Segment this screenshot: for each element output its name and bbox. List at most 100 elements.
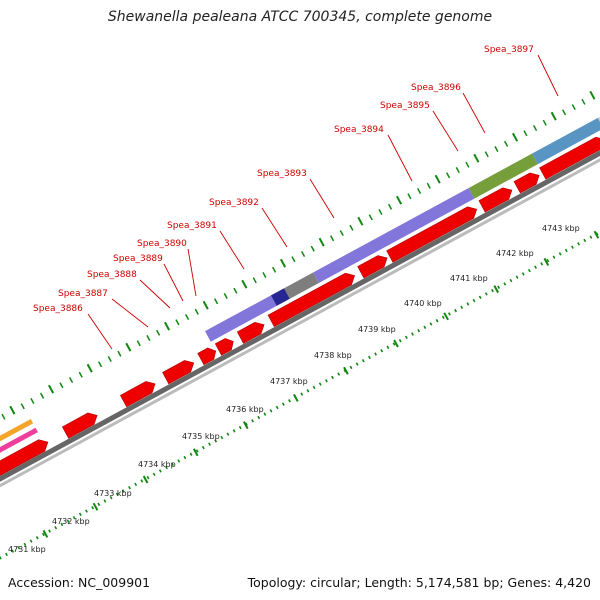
kbp-label: 4740 kbp (404, 299, 442, 308)
ruler-dot (423, 325, 427, 330)
ruler-dot (78, 512, 82, 517)
ruler-dot (263, 412, 267, 416)
cds-arrow (61, 412, 98, 439)
ruler-dot (48, 529, 51, 533)
ruler-dot (534, 265, 537, 269)
outer-tick (581, 98, 586, 105)
ruler-dot (429, 322, 433, 326)
cog-feature-bar (205, 295, 277, 342)
gene-leader-line (462, 92, 486, 134)
outer-tick (213, 298, 219, 305)
outer-tick (339, 230, 344, 237)
ruler-dot (484, 292, 488, 296)
ruler-major-tick (192, 448, 199, 457)
ruler-major-tick (443, 312, 449, 321)
cog-feature-bar (531, 117, 600, 165)
ruler-major-tick (493, 285, 500, 294)
ruler-major-tick (543, 257, 550, 266)
ruler-dot (152, 472, 156, 476)
outer-tick (271, 266, 277, 273)
ruler-dot (269, 409, 273, 413)
outer-tick (107, 356, 112, 362)
outer-tick (223, 293, 228, 300)
outer-tick (562, 109, 567, 116)
ruler-dot (121, 489, 125, 493)
cds-arrow (0, 439, 49, 489)
gene-label[interactable]: Spea_3889 (113, 254, 163, 264)
ruler-dot (66, 519, 70, 523)
ruler-dot (558, 252, 562, 256)
ruler-dot (165, 465, 168, 470)
ruler-dot (491, 288, 494, 293)
outer-tick (396, 195, 403, 205)
ruler-dot (466, 302, 470, 306)
cog-feature-bar (284, 272, 319, 299)
outer-tick (473, 153, 480, 163)
outer-tick (542, 119, 547, 126)
ruler-dot (146, 475, 150, 480)
outer-tick (571, 104, 576, 111)
ruler-dot (404, 335, 408, 340)
accession-text: Accession: NC_009901 (8, 575, 151, 590)
ruler-dot (232, 429, 236, 433)
gene-leader-line (219, 230, 245, 270)
outer-tick (1, 413, 6, 420)
gene-label[interactable]: Spea_3896 (411, 83, 461, 93)
ruler-dot (435, 318, 439, 323)
outer-tick (233, 287, 238, 294)
ruler-dot (60, 522, 64, 527)
outer-tick (329, 235, 335, 242)
gene-label[interactable]: Spea_3894 (334, 125, 384, 135)
cog-feature-bar (0, 418, 34, 472)
outer-tick (59, 382, 64, 389)
ruler-dot (564, 248, 568, 253)
ruler-dot (521, 272, 525, 276)
ruler-dot (91, 505, 95, 510)
ruler-dot (183, 455, 187, 460)
ruler-major-tick (293, 393, 299, 402)
gene-label[interactable]: Spea_3897 (484, 45, 534, 55)
ruler-dot (103, 499, 107, 503)
ruler-dot (115, 492, 119, 497)
cds-arrow (513, 172, 540, 194)
ruler-dot (128, 485, 131, 490)
outer-tick (136, 340, 141, 347)
ruler-dot (85, 509, 88, 513)
outer-tick (434, 174, 441, 184)
outer-tick (378, 209, 383, 216)
gene-label[interactable]: Spea_3891 (167, 221, 217, 231)
outer-tick (48, 384, 55, 394)
gene-label[interactable]: Spea_3895 (380, 101, 430, 111)
ruler-dot (527, 268, 531, 273)
ruler-dot (331, 375, 334, 380)
outer-tick (291, 256, 296, 263)
gene-leader-line (163, 263, 184, 302)
ruler-major-tick (92, 502, 99, 511)
gene-label[interactable]: Spea_3887 (58, 289, 108, 299)
gene-label[interactable]: Spea_3890 (137, 239, 187, 249)
outer-tick (194, 308, 199, 315)
outer-tick (97, 361, 103, 368)
cog-feature-bar (0, 427, 38, 480)
outer-tick (241, 279, 248, 289)
ruler-dot (411, 332, 414, 336)
outer-tick-ring (1, 90, 596, 420)
kbp-label: 4732 kbp (52, 517, 90, 526)
ruler-dot (478, 295, 482, 299)
outer-tick (512, 132, 519, 142)
gene-label[interactable]: Spea_3893 (257, 169, 307, 179)
ruler-dot (503, 282, 507, 286)
outer-tick (387, 203, 393, 210)
kbp-label: 4739 kbp (358, 325, 396, 334)
gene-label[interactable]: Spea_3892 (209, 198, 259, 208)
ruler-dot (35, 536, 39, 540)
cds-arrow (267, 272, 355, 328)
backbone-shadow (0, 122, 600, 507)
ruler-dot (374, 352, 378, 356)
gene-label[interactable]: Spea_3886 (33, 304, 83, 314)
gene-label[interactable]: Spea_3888 (87, 270, 137, 280)
ruler-dot (23, 542, 27, 547)
gene-leader-line (111, 298, 149, 328)
ruler-dot (109, 495, 113, 500)
genome-summary-text: Topology: circular; Length: 5,174,581 bp… (247, 575, 591, 590)
